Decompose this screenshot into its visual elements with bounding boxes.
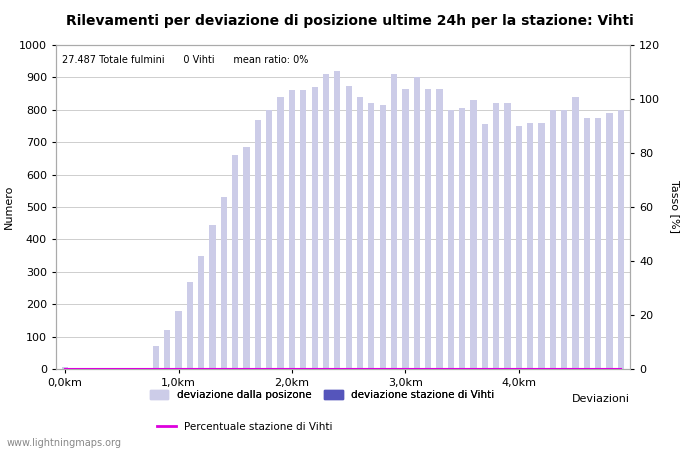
Bar (618, 110, 624, 369)
Bar (573, 97, 579, 369)
Bar (391, 74, 397, 369)
Bar (289, 90, 295, 369)
Y-axis label: Numero: Numero (4, 185, 13, 229)
Bar (119, 368, 125, 369)
Bar (447, 110, 454, 369)
Bar (402, 89, 409, 369)
Bar (187, 282, 193, 369)
Bar (516, 126, 522, 369)
Bar (323, 74, 329, 369)
Bar (312, 87, 318, 369)
Bar (198, 256, 204, 369)
Bar (459, 108, 466, 369)
Bar (164, 330, 170, 369)
Bar (244, 147, 250, 369)
Bar (62, 367, 68, 369)
Bar (527, 123, 533, 369)
Bar (334, 71, 340, 369)
Bar (220, 197, 227, 369)
Bar (414, 77, 420, 369)
Bar (505, 104, 510, 369)
Bar (595, 118, 601, 369)
Bar (425, 89, 431, 369)
Bar (550, 110, 556, 369)
Bar (436, 89, 442, 369)
Bar (379, 105, 386, 369)
Bar (209, 225, 216, 369)
Bar (266, 110, 272, 369)
Bar (584, 118, 590, 369)
Text: 27.487 Totale fulmini      0 Vihti      mean ratio: 0%: 27.487 Totale fulmini 0 Vihti mean ratio… (62, 55, 308, 65)
Y-axis label: Tasso [%]: Tasso [%] (670, 180, 680, 234)
Bar (368, 104, 374, 369)
Bar (300, 90, 307, 369)
Bar (493, 104, 499, 369)
Bar (482, 124, 488, 369)
Bar (538, 123, 545, 369)
Bar (606, 113, 612, 369)
Legend: Percentuale stazione di Vihti: Percentuale stazione di Vihti (153, 418, 337, 436)
Text: Rilevamenti per deviazione di posizione ultime 24h per la stazione: Vihti: Rilevamenti per deviazione di posizione … (66, 14, 634, 27)
Bar (176, 310, 181, 369)
Bar (153, 346, 159, 369)
Bar (346, 86, 352, 369)
Bar (277, 97, 284, 369)
Legend: deviazione dalla posizone, deviazione stazione di Vihti: deviazione dalla posizone, deviazione st… (146, 386, 498, 404)
Bar (470, 100, 477, 369)
Bar (255, 120, 261, 369)
Text: www.lightningmaps.org: www.lightningmaps.org (7, 438, 122, 448)
Bar (357, 97, 363, 369)
Bar (232, 155, 239, 369)
X-axis label: Deviazioni: Deviazioni (572, 394, 630, 404)
Bar (561, 110, 567, 369)
